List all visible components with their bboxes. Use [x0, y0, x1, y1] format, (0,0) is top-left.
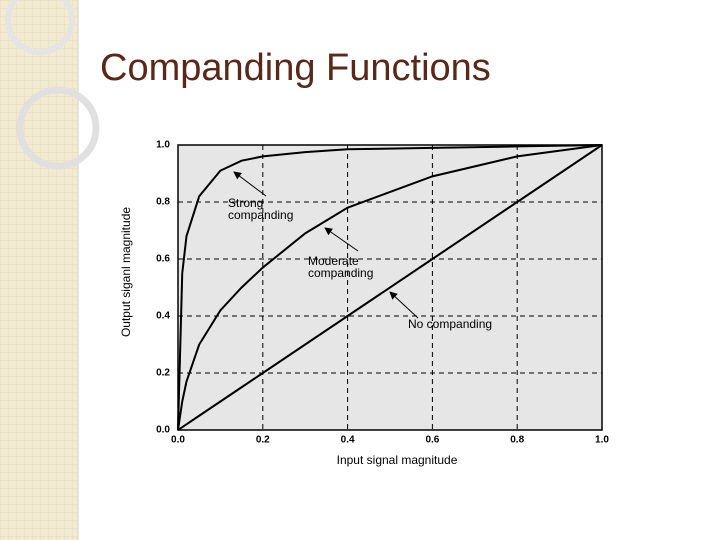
y-tick-label: 1.0: [156, 140, 170, 151]
y-axis-label: Output siganl magnitude: [119, 207, 133, 337]
y-tick-label: 0.4: [156, 311, 170, 322]
x-axis-label: Input signal magnitude: [337, 453, 458, 467]
arrow: [324, 227, 359, 252]
annotation: Moderate: [308, 254, 359, 268]
x-tick-label: 0.8: [510, 435, 524, 446]
chart-title: Companding Functions: [100, 47, 491, 89]
y-tick-label: 0.0: [156, 425, 170, 436]
y-tick-label: 0.2: [156, 368, 170, 379]
ring: [5, 0, 75, 55]
ring: [16, 86, 100, 170]
plot: [177, 144, 603, 431]
curve: [177, 144, 603, 431]
curve: [177, 144, 603, 431]
curve: [177, 144, 603, 431]
annotation: companding: [228, 208, 293, 222]
arrow: [233, 171, 267, 197]
annotation: Strong: [228, 196, 263, 210]
x-tick-label: 0.6: [425, 435, 439, 446]
x-tick-label: 1.0: [595, 435, 609, 446]
y-tick-label: 0.6: [156, 254, 170, 265]
y-tick-label: 0.8: [156, 197, 170, 208]
arrow: [389, 291, 419, 319]
x-tick-label: 0.4: [341, 435, 355, 446]
annotation: No companding: [408, 317, 492, 331]
x-tick-label: 0.2: [256, 435, 270, 446]
side-strip: [0, 0, 78, 540]
x-tick-label: 0.0: [171, 435, 185, 446]
annotation: companding: [308, 266, 373, 280]
